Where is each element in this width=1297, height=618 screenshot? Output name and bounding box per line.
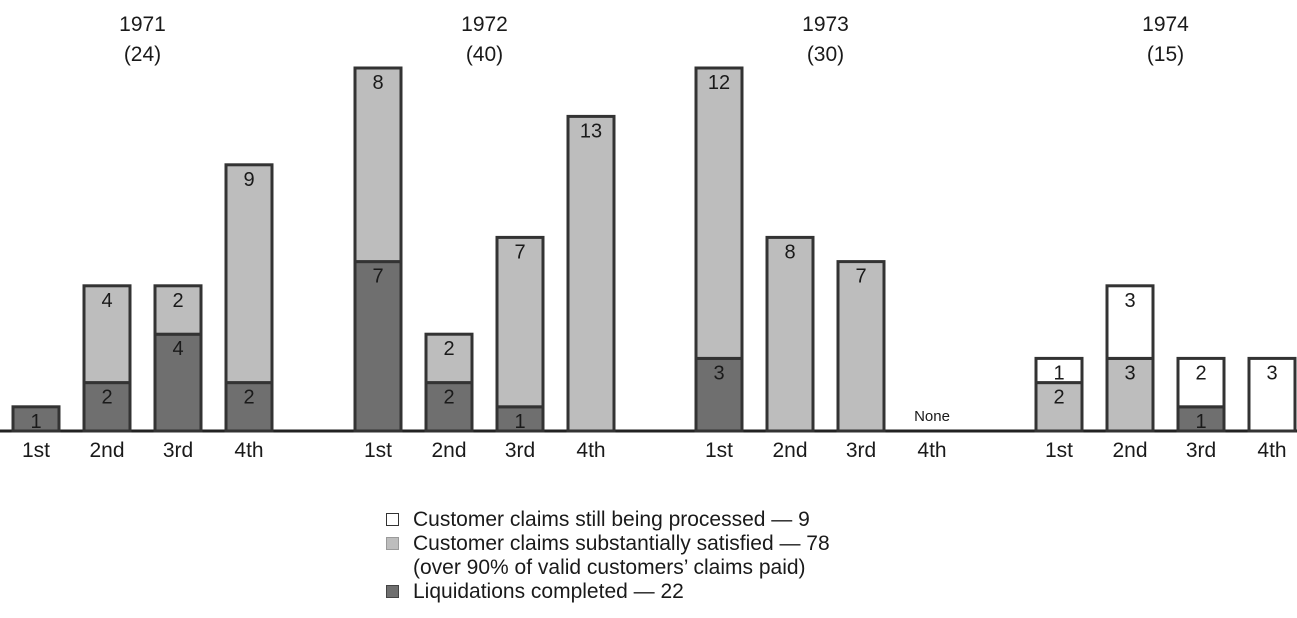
bar-value-liquidated-1971-4th: 2 (243, 387, 254, 409)
bar-value-liquidated-1972-2nd: 2 (443, 387, 454, 409)
bar-value-satisfied-1972-1st: 8 (372, 72, 383, 94)
bar-liquidated-1972-2nd (424, 381, 474, 433)
bar-value-liquidated-1971-3rd: 4 (172, 338, 183, 360)
bar-processed-1974-1st (1034, 356, 1084, 385)
quarter-label-1974-1st: 1st (1045, 439, 1073, 462)
bar-value-satisfied-1972-4th: 13 (580, 120, 602, 142)
bar-liquidated-1971-1st (11, 405, 61, 433)
bar-liquidated-1973-1st (694, 356, 744, 433)
bar-liquidated-1971-2nd (82, 381, 132, 433)
note-1973-4th: None (914, 408, 950, 425)
bar-value-satisfied-1972-2nd: 2 (443, 338, 454, 360)
bar-value-processed-1974-3rd: 2 (1195, 362, 1206, 384)
bar-value-satisfied-1971-3rd: 2 (172, 290, 183, 312)
quarter-label-1974-4th: 4th (1257, 439, 1286, 462)
bar-satisfied-1973-3rd (836, 260, 886, 433)
bar-value-liquidated-1971-2nd: 2 (101, 387, 112, 409)
quarter-label-1972-2nd: 2nd (431, 439, 466, 462)
bar-value-satisfied-1974-2nd: 3 (1124, 362, 1135, 384)
quarter-label-1973-2nd: 2nd (772, 439, 807, 462)
bar-satisfied-1972-2nd (424, 332, 474, 385)
bar-satisfied-1971-3rd (153, 284, 203, 336)
bar-liquidated-1971-3rd (153, 332, 203, 433)
legend-item-liquidated: Liquidations completed — 22 (386, 580, 830, 604)
year-label-1972: 1972 (461, 13, 508, 36)
chart-legend: Customer claims still being processed — … (386, 508, 830, 604)
quarter-label-1972-4th: 4th (576, 439, 605, 462)
processed-swatch-icon (386, 513, 399, 526)
bar-satisfied-1973-1st (694, 66, 744, 360)
legend-label-processed: Customer claims still being processed — … (413, 508, 810, 531)
bar-value-satisfied-1973-3rd: 7 (855, 266, 866, 288)
bar-liquidated-1972-1st (353, 260, 403, 433)
bar-satisfied-1973-2nd (765, 235, 815, 433)
quarter-label-1971-4th: 4th (234, 439, 263, 462)
year-total-1972: (40) (466, 43, 503, 66)
bar-value-liquidated-1972-1st: 7 (372, 266, 383, 288)
quarter-label-1974-2nd: 2nd (1112, 439, 1147, 462)
year-total-1974: (15) (1147, 43, 1184, 66)
bar-value-liquidated-1973-1st: 3 (713, 362, 724, 384)
year-total-1973: (30) (807, 43, 844, 66)
bar-value-liquidated-1974-3rd: 1 (1195, 411, 1206, 433)
quarter-label-1971-2nd: 2nd (89, 439, 124, 462)
bar-value-satisfied-1973-2nd: 8 (784, 241, 795, 263)
legend-note-satisfied: (over 90% of valid customers’ claims pai… (413, 556, 806, 579)
year-total-1971: (24) (124, 43, 161, 66)
bar-value-satisfied-1971-2nd: 4 (101, 290, 112, 312)
bar-value-satisfied-1971-4th: 9 (243, 169, 254, 191)
bar-satisfied-1971-4th (224, 163, 274, 385)
liquidated-swatch-icon (386, 585, 399, 598)
quarter-label-1972-1st: 1st (364, 439, 392, 462)
bar-processed-1974-4th (1247, 356, 1297, 433)
bar-value-processed-1974-2nd: 3 (1124, 290, 1135, 312)
legend-item-processed: Customer claims still being processed — … (386, 508, 830, 532)
legend-label-satisfied: Customer claims substantially satisfied … (413, 532, 830, 555)
bar-value-liquidated-1971-1st: 1 (30, 411, 41, 433)
bar-liquidated-1971-4th (224, 381, 274, 433)
stacked-bar-chart: 1971 (24) 1st 1 2nd 2 4 3rd 4 2 4th 2 9 1972 (40) 1st 7 8… (0, 13, 1297, 462)
year-label-1971: 1971 (119, 13, 166, 36)
bar-satisfied-1974-2nd (1105, 356, 1155, 433)
bar-value-processed-1974-1st: 1 (1053, 362, 1064, 384)
quarter-label-1974-3rd: 3rd (1186, 439, 1216, 462)
satisfied-swatch-icon (386, 537, 399, 550)
bar-value-satisfied-1972-3rd: 7 (514, 241, 525, 263)
quarter-label-1971-3rd: 3rd (163, 439, 193, 462)
bar-value-processed-1974-4th: 3 (1266, 362, 1277, 384)
quarter-label-1971-1st: 1st (22, 439, 50, 462)
legend-item-satisfied: Customer claims substantially satisfied … (386, 532, 830, 580)
bar-satisfied-1972-1st (353, 66, 403, 264)
year-label-1974: 1974 (1142, 13, 1189, 36)
bar-value-satisfied-1974-1st: 2 (1053, 387, 1064, 409)
bar-value-liquidated-1972-3rd: 1 (514, 411, 525, 433)
quarter-label-1973-1st: 1st (705, 439, 733, 462)
bar-processed-1974-3rd (1176, 356, 1226, 409)
legend-label-liquidated: Liquidations completed — 22 (413, 580, 684, 603)
quarter-label-1973-3rd: 3rd (846, 439, 876, 462)
bar-value-satisfied-1973-1st: 12 (708, 72, 730, 94)
quarter-label-1972-3rd: 3rd (505, 439, 535, 462)
bar-satisfied-1972-3rd (495, 235, 545, 409)
bar-satisfied-1971-2nd (82, 284, 132, 385)
bar-satisfied-1972-4th (566, 114, 616, 433)
year-label-1973: 1973 (802, 13, 849, 36)
quarter-label-1973-4th: 4th (917, 439, 946, 462)
bar-processed-1974-2nd (1105, 284, 1155, 360)
